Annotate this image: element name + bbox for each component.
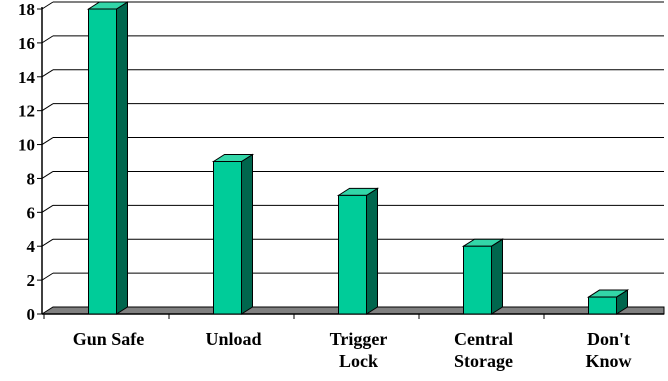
x-category-label: Central Storage — [454, 329, 513, 371]
y-tick-label: 8 — [27, 169, 36, 188]
bar-front — [463, 245, 492, 315]
x-category-label-line: Central — [454, 329, 513, 349]
x-category-label: Don't Know — [585, 329, 631, 371]
y-tick-label: 10 — [18, 136, 35, 155]
x-category-label-line: Know — [585, 351, 631, 371]
grid-line-diagonal — [41, 171, 54, 179]
x-category-labels: Gun Safe Unload Trigger Lock Central Storage D… — [73, 329, 632, 371]
x-category-label: Unload — [205, 329, 261, 349]
grid-line-diagonal — [41, 1, 54, 10]
bar-side — [116, 1, 128, 315]
y-tick-label: 18 — [18, 0, 35, 19]
grid-line-diagonal — [41, 272, 54, 281]
y-tick-label: 4 — [27, 237, 36, 256]
y-tick-label: 16 — [18, 34, 35, 53]
y-tick-label: 6 — [27, 203, 36, 222]
bar — [336, 187, 380, 315]
x-category-label-line: Unload — [205, 329, 261, 349]
x-category-label-line: Storage — [454, 351, 513, 371]
x-category-label: Trigger Lock — [330, 329, 388, 371]
bar-front — [588, 296, 617, 315]
bar-front — [213, 161, 242, 315]
bar-side — [241, 153, 253, 315]
x-category-label-line: Lock — [339, 351, 378, 371]
grid-line-diagonal — [41, 103, 54, 112]
x-category-label-line: Don't — [587, 329, 630, 349]
x-category-label: Gun Safe — [73, 329, 145, 349]
x-category-label-line: Trigger — [330, 329, 388, 349]
grid-line-diagonal — [41, 69, 54, 78]
y-tick-label: 12 — [18, 102, 35, 121]
bar — [461, 238, 505, 315]
grid-line-diagonal — [41, 137, 54, 145]
y-tick-label: 0 — [27, 305, 36, 324]
bar-front — [338, 194, 367, 315]
grid-line-diagonal — [41, 35, 54, 44]
y-tick-labels: 0 2 4 6 8 10 12 14 16 18 — [18, 0, 36, 324]
bars — [86, 1, 630, 315]
bar — [211, 153, 255, 315]
bar-front — [88, 8, 117, 315]
grid-line-diagonal — [41, 204, 54, 213]
y-tick-label: 14 — [18, 68, 36, 87]
y-tick-label: 2 — [27, 271, 36, 290]
bar-side — [366, 187, 378, 315]
bar — [86, 1, 130, 315]
grid-line-diagonal — [41, 238, 54, 247]
bar-side — [491, 238, 503, 315]
bar — [586, 289, 630, 315]
x-category-label-line: Gun Safe — [73, 329, 145, 349]
